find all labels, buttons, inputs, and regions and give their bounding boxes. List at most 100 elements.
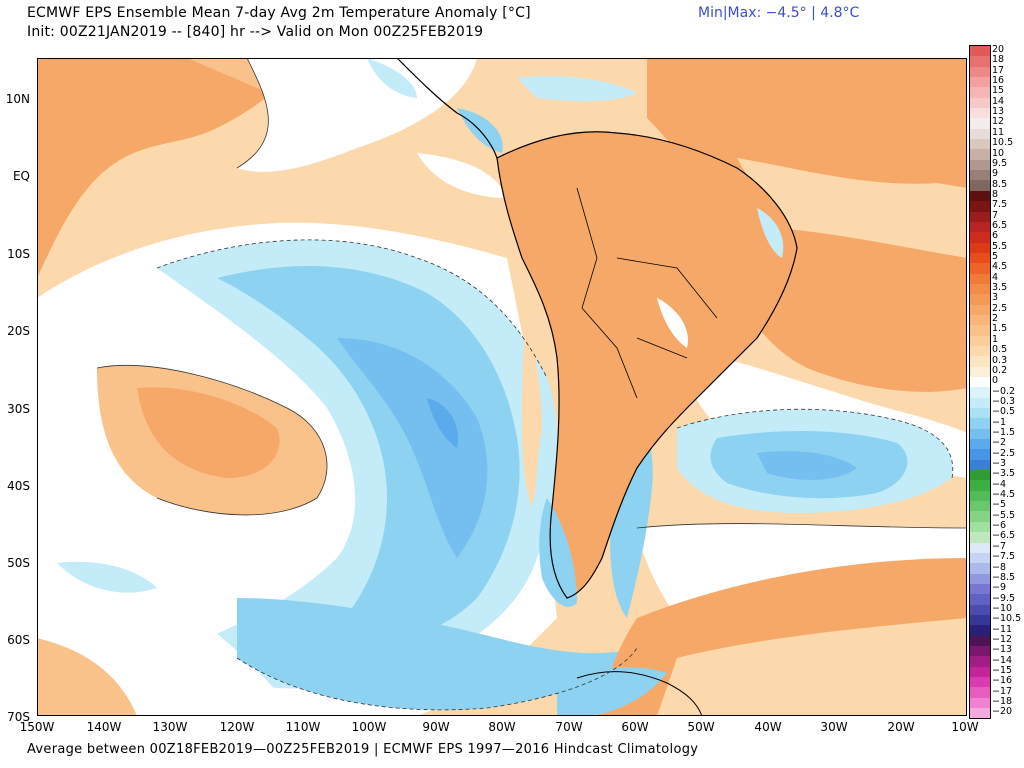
colorbar-swatch bbox=[970, 77, 990, 88]
colorbar-swatch bbox=[970, 273, 990, 284]
colorbar-swatch bbox=[970, 252, 990, 264]
colorbar-label: 11 bbox=[992, 126, 1005, 138]
colorbar-label: 3.5 bbox=[992, 282, 1008, 294]
colorbar-label: −13 bbox=[992, 644, 1013, 656]
colorbar-swatch bbox=[970, 201, 990, 212]
colorbar-swatch bbox=[970, 418, 990, 429]
colorbar-label: −18 bbox=[992, 696, 1013, 708]
warm-anomaly-region bbox=[837, 288, 967, 388]
colorbar-label: −3.5 bbox=[992, 468, 1016, 480]
colorbar-label: 0.5 bbox=[992, 344, 1008, 356]
lon-label: 90W bbox=[422, 720, 450, 734]
colorbar-label: 0.2 bbox=[992, 364, 1008, 376]
lat-label: 10S bbox=[7, 247, 30, 261]
colorbar-swatch bbox=[970, 490, 990, 502]
cool-anomaly-core bbox=[427, 398, 458, 448]
colorbar-swatch bbox=[970, 594, 990, 605]
colorbar-label: −6 bbox=[992, 520, 1007, 532]
colorbar-label: 4 bbox=[992, 271, 999, 283]
contour-line bbox=[96, 365, 328, 516]
colorbar-label: −12 bbox=[992, 633, 1013, 645]
colorbar-swatch bbox=[970, 56, 990, 67]
footer-caption: Average between 00Z18FEB2019—00Z25FEB201… bbox=[27, 742, 699, 757]
colorbar-label: −15 bbox=[992, 665, 1013, 676]
colorbar-swatch bbox=[970, 128, 990, 140]
colorbar-swatch bbox=[970, 645, 990, 657]
lon-label: 30W bbox=[820, 720, 848, 734]
contour-line bbox=[236, 58, 269, 169]
anomaly-map[interactable] bbox=[37, 58, 967, 716]
colorbar-label: −2.5 bbox=[992, 447, 1016, 459]
colorbar-label: 12 bbox=[992, 116, 1005, 128]
colorbar-label: −4 bbox=[992, 478, 1007, 490]
lon-label: 50W bbox=[687, 720, 715, 734]
cool-anomaly-region bbox=[539, 498, 577, 607]
colorbar-label: −0.3 bbox=[992, 395, 1016, 407]
colorbar-label: 2.5 bbox=[992, 302, 1008, 314]
colorbar-swatch bbox=[970, 676, 990, 688]
colorbar-swatch bbox=[970, 521, 990, 533]
colorbar-label: −14 bbox=[992, 654, 1013, 666]
cool-anomaly-region bbox=[217, 266, 520, 644]
cool-anomaly-region bbox=[337, 338, 488, 558]
colorbar-label: −2 bbox=[992, 437, 1007, 449]
coastline-central-america bbox=[396, 58, 498, 159]
colorbar-swatch bbox=[970, 625, 990, 636]
lat-label: 30S bbox=[7, 402, 30, 416]
colorbar-swatch bbox=[970, 139, 990, 150]
warm-anomaly-region bbox=[137, 387, 280, 478]
lon-label: 70W bbox=[555, 720, 583, 734]
colorbar-swatch bbox=[970, 408, 990, 419]
lat-label: 60S bbox=[7, 633, 30, 647]
colorbar-swatch bbox=[970, 656, 990, 667]
colorbar-label: −5.5 bbox=[992, 509, 1016, 521]
lon-label: 80W bbox=[488, 720, 516, 734]
colorbar-label: 0.3 bbox=[992, 354, 1008, 366]
colorbar-label: 15 bbox=[992, 85, 1005, 97]
map-subtitle: Init: 00Z21JAN2019 -- [840] hr --> Valid… bbox=[27, 24, 484, 40]
lat-label: 50S bbox=[7, 556, 30, 570]
colorbar-label: −11 bbox=[992, 623, 1013, 635]
lon-label: 150W bbox=[19, 720, 55, 734]
cool-anomaly-region bbox=[757, 208, 784, 258]
neutral-region bbox=[657, 298, 688, 348]
colorbar-label: 10 bbox=[992, 147, 1005, 159]
colorbar-label: 18 bbox=[992, 54, 1005, 66]
colorbar-swatch bbox=[970, 87, 990, 98]
colorbar-swatch bbox=[970, 294, 990, 305]
colorbar-label: 7 bbox=[992, 209, 999, 221]
colorbar-swatch bbox=[970, 459, 990, 471]
colorbar-swatch bbox=[970, 242, 990, 253]
lat-label: 20S bbox=[7, 324, 30, 338]
lon-label: 130W bbox=[152, 720, 188, 734]
anomaly-map-svg bbox=[37, 58, 967, 716]
cool-anomaly-region bbox=[367, 58, 417, 98]
colorbar-label: 9.5 bbox=[992, 157, 1008, 169]
colorbar-label: −9.5 bbox=[992, 592, 1016, 604]
colorbar-swatch bbox=[970, 532, 990, 543]
colorbar-label: −1.5 bbox=[992, 426, 1016, 438]
colorbar-swatch bbox=[970, 108, 990, 119]
warm-anomaly-region bbox=[657, 618, 967, 716]
colorbar-label: −7 bbox=[992, 540, 1007, 552]
lon-label: 110W bbox=[285, 720, 321, 734]
colorbar-swatch bbox=[970, 387, 990, 398]
colorbar-swatch bbox=[970, 604, 990, 615]
colorbar-swatch bbox=[970, 180, 990, 191]
colorbar-label: 5 bbox=[992, 251, 999, 262]
colorbar-swatch bbox=[970, 697, 990, 708]
cool-anomaly-region bbox=[557, 667, 667, 716]
colorbar-swatch bbox=[970, 149, 990, 160]
colorbar-swatch bbox=[970, 170, 990, 181]
colorbar-label: −17 bbox=[992, 685, 1013, 697]
colorbar-swatch bbox=[970, 480, 990, 491]
colorbar-swatch bbox=[970, 511, 990, 522]
cool-anomaly-region bbox=[517, 76, 637, 102]
colorbar-label: 4.5 bbox=[992, 261, 1008, 273]
colorbar-swatch bbox=[970, 335, 990, 346]
colorbar-swatch bbox=[970, 470, 990, 481]
colorbar-label: 8.5 bbox=[992, 178, 1008, 190]
colorbar-swatch bbox=[970, 366, 990, 377]
colorbar-swatch bbox=[970, 232, 990, 243]
colorbar-swatch bbox=[970, 563, 990, 574]
